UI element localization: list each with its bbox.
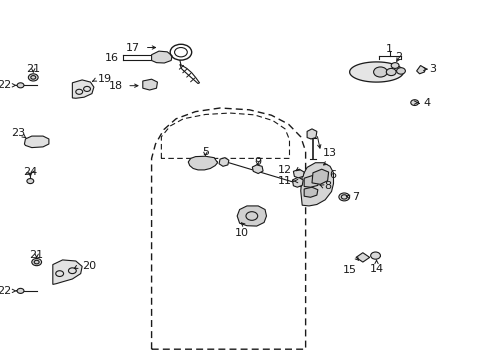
Polygon shape (416, 66, 425, 74)
Polygon shape (53, 260, 82, 284)
Text: 19: 19 (98, 74, 112, 84)
Text: 8: 8 (324, 181, 331, 191)
Text: 12: 12 (278, 165, 292, 175)
Text: 14: 14 (369, 264, 383, 274)
Polygon shape (349, 62, 403, 82)
Circle shape (410, 100, 418, 105)
Polygon shape (72, 80, 94, 98)
Circle shape (373, 67, 386, 77)
Circle shape (386, 68, 395, 76)
Text: 5: 5 (202, 147, 208, 157)
Circle shape (32, 258, 41, 266)
Polygon shape (304, 176, 318, 187)
Polygon shape (300, 163, 333, 206)
Text: 7: 7 (351, 192, 359, 202)
Text: 2: 2 (394, 51, 401, 62)
Polygon shape (24, 136, 49, 148)
Circle shape (338, 193, 349, 201)
Circle shape (17, 288, 24, 293)
Text: 23: 23 (12, 128, 25, 138)
Text: 15: 15 (342, 265, 356, 275)
Circle shape (298, 183, 304, 187)
Polygon shape (355, 253, 369, 262)
Text: 22: 22 (0, 286, 12, 296)
Polygon shape (293, 169, 304, 178)
Polygon shape (311, 169, 328, 184)
Polygon shape (151, 51, 172, 63)
Text: 21: 21 (30, 249, 43, 260)
Text: 1: 1 (386, 44, 392, 54)
Text: 11: 11 (277, 176, 291, 186)
Circle shape (370, 252, 380, 259)
Circle shape (27, 179, 34, 184)
Polygon shape (304, 187, 317, 197)
Polygon shape (219, 158, 228, 166)
Polygon shape (188, 156, 217, 170)
Text: 9: 9 (254, 157, 261, 167)
Text: 3: 3 (428, 64, 435, 74)
Text: 18: 18 (109, 81, 123, 91)
Text: 17: 17 (126, 42, 140, 53)
Text: 16: 16 (105, 53, 119, 63)
Circle shape (390, 63, 398, 68)
Text: 13: 13 (322, 148, 336, 158)
Circle shape (396, 68, 405, 74)
Circle shape (28, 74, 38, 81)
Polygon shape (142, 79, 157, 90)
Circle shape (17, 83, 24, 88)
Polygon shape (292, 177, 303, 187)
Polygon shape (252, 165, 263, 174)
Text: 4: 4 (422, 98, 429, 108)
Text: 6: 6 (328, 170, 335, 180)
Text: 21: 21 (26, 64, 40, 74)
Text: 22: 22 (0, 80, 12, 90)
Polygon shape (306, 129, 316, 139)
Text: 10: 10 (234, 228, 248, 238)
Text: 20: 20 (81, 261, 96, 271)
Polygon shape (237, 206, 266, 226)
Text: 24: 24 (23, 167, 38, 177)
